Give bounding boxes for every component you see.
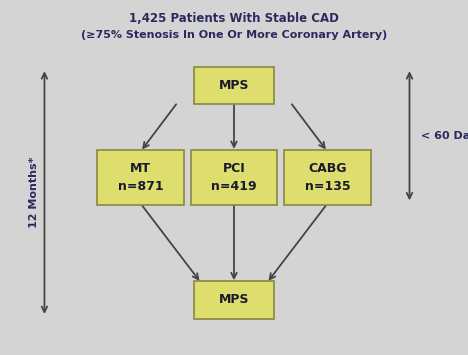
FancyBboxPatch shape bbox=[284, 150, 371, 205]
Text: (≥75% Stenosis In One Or More Coronary Artery): (≥75% Stenosis In One Or More Coronary A… bbox=[81, 30, 387, 40]
Text: CABG
n=135: CABG n=135 bbox=[305, 163, 351, 192]
Text: PCI
n=419: PCI n=419 bbox=[211, 163, 257, 192]
Text: 12 Months*: 12 Months* bbox=[29, 157, 39, 228]
Text: < 60 Days: < 60 Days bbox=[421, 131, 468, 141]
Text: MT
n=871: MT n=871 bbox=[117, 163, 163, 192]
Text: MPS: MPS bbox=[219, 79, 249, 92]
FancyBboxPatch shape bbox=[194, 281, 274, 319]
FancyBboxPatch shape bbox=[194, 67, 274, 104]
Text: 1,425 Patients With Stable CAD: 1,425 Patients With Stable CAD bbox=[129, 12, 339, 26]
FancyBboxPatch shape bbox=[97, 150, 183, 205]
Text: MPS: MPS bbox=[219, 294, 249, 306]
FancyBboxPatch shape bbox=[191, 150, 278, 205]
